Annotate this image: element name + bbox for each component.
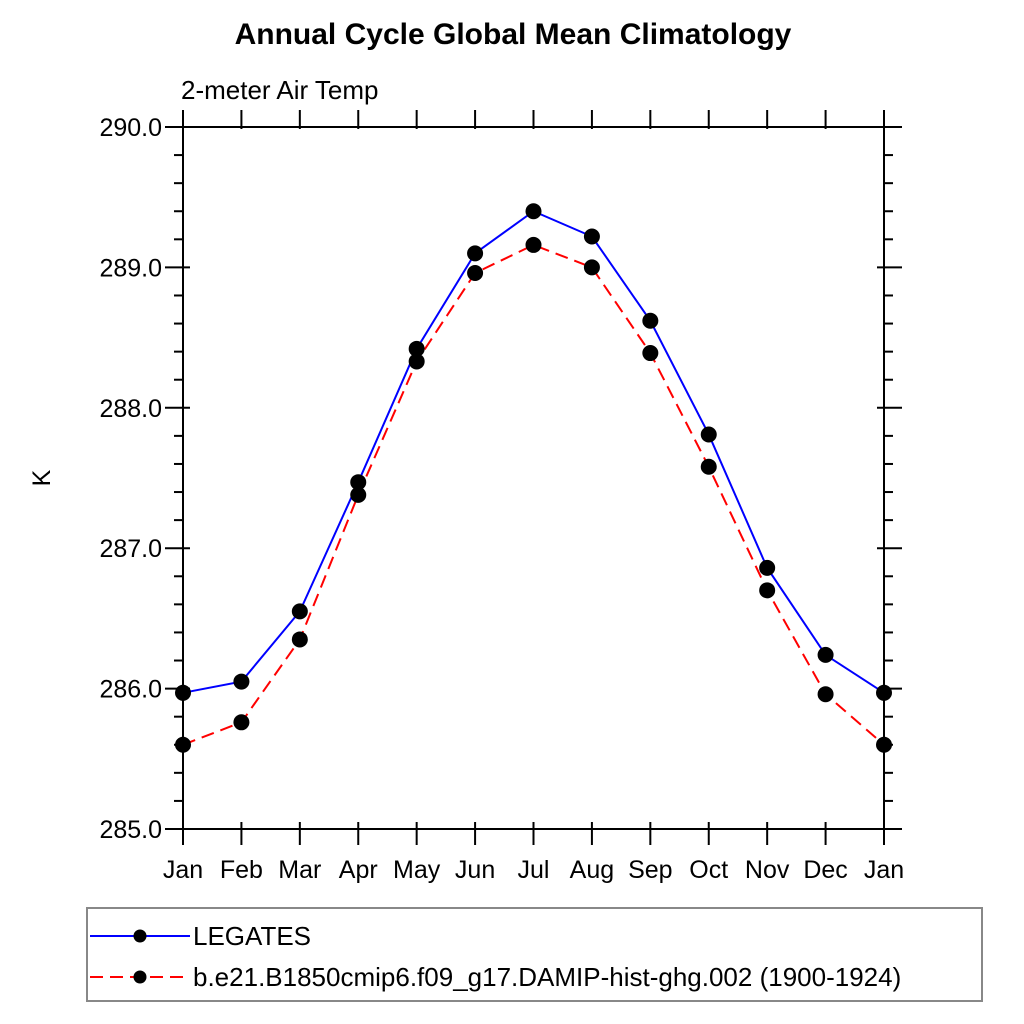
x-tick-label: Jun xyxy=(455,856,495,884)
data-point-marker xyxy=(583,259,600,276)
data-point-marker xyxy=(467,245,484,262)
data-point-marker xyxy=(291,603,308,620)
y-axis-label: K xyxy=(28,469,56,486)
x-tick-label: Feb xyxy=(220,856,263,884)
data-point-marker xyxy=(700,426,717,443)
legend-marker xyxy=(133,929,147,943)
x-tick-label: Apr xyxy=(339,856,378,884)
data-point-marker xyxy=(700,458,717,475)
data-point-marker xyxy=(876,736,892,753)
data-point-marker xyxy=(408,340,425,357)
plot-border xyxy=(182,126,885,830)
x-tick-label: Oct xyxy=(689,856,728,884)
legend-label: b.e21.B1850cmip6.f09_g17.DAMIP-hist-ghg.… xyxy=(193,962,901,992)
data-point-marker xyxy=(350,486,367,503)
data-point-marker xyxy=(759,582,776,599)
data-point-marker xyxy=(642,345,659,362)
data-point-marker xyxy=(583,228,600,245)
data-point-marker xyxy=(817,686,834,703)
y-tick-label: 288.0 xyxy=(99,395,162,423)
x-tick-label: Nov xyxy=(745,856,790,884)
data-point-marker xyxy=(175,684,191,701)
y-tick-label: 289.0 xyxy=(99,254,162,282)
data-point-marker xyxy=(525,203,542,220)
x-tick-label: Mar xyxy=(278,856,321,884)
legend-marker xyxy=(133,970,147,984)
y-tick-label: 290.0 xyxy=(99,114,162,142)
data-point-marker xyxy=(817,646,834,663)
y-tick-label: 287.0 xyxy=(99,535,162,563)
series-line-1 xyxy=(182,243,885,746)
data-point-marker xyxy=(408,353,425,370)
x-tick-label: Jul xyxy=(518,856,550,884)
x-tick-label: May xyxy=(393,856,441,884)
data-point-marker xyxy=(525,236,542,253)
x-tick-label: Dec xyxy=(803,856,847,884)
y-tick-label: 286.0 xyxy=(99,676,162,704)
data-point-marker xyxy=(233,673,250,690)
legend-label: LEGATES xyxy=(193,921,311,951)
chart-subtitle: 2-meter Air Temp xyxy=(181,75,378,105)
legend-box xyxy=(86,907,983,1002)
series-line-0 xyxy=(182,210,885,694)
data-point-marker xyxy=(175,736,191,753)
data-point-marker xyxy=(876,684,892,701)
x-tick-label: Jan xyxy=(864,856,904,884)
data-point-marker xyxy=(291,631,308,648)
data-point-marker xyxy=(350,474,367,491)
y-tick-label: 285.0 xyxy=(99,816,162,844)
data-point-marker xyxy=(642,312,659,329)
x-tick-label: Jan xyxy=(163,856,203,884)
data-point-marker xyxy=(467,265,484,282)
chart-title: Annual Cycle Global Mean Climatology xyxy=(235,18,792,51)
data-point-marker xyxy=(759,559,776,576)
x-tick-label: Aug xyxy=(570,856,614,884)
x-tick-label: Sep xyxy=(628,856,672,884)
data-point-marker xyxy=(233,714,250,731)
